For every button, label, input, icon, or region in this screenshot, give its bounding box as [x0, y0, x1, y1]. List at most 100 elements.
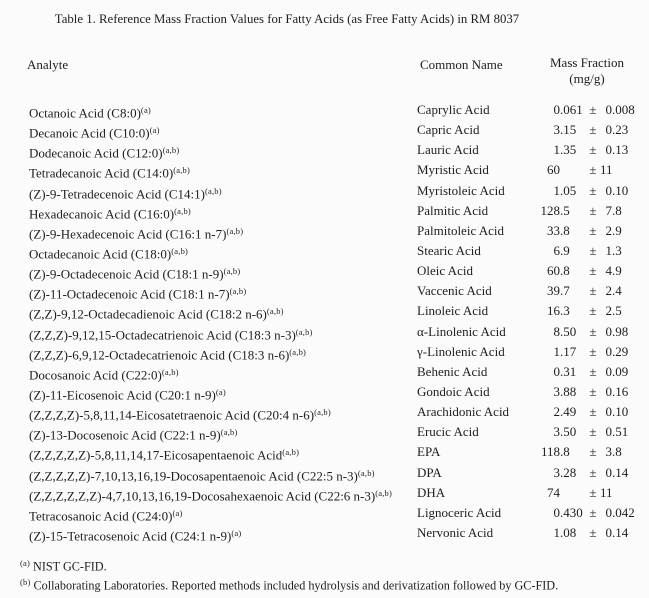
common-name-cell: Vaccenic Acid: [417, 283, 492, 299]
mass-fraction-value-int: 0: [553, 363, 561, 379]
table-row: (Z,Z,Z)-6,9,12-Octadecatrienoic Acid (C1…: [0, 342, 649, 363]
plus-minus-icon: ±: [589, 162, 597, 178]
analyte-cell: Octadecanoic Acid (C18:0)(a,b): [29, 241, 409, 262]
uncertainty-frac: .13: [612, 142, 629, 158]
table-row: (Z,Z,Z,Z,Z,Z)-4,7,10,13,16,19-Docosahexa…: [0, 483, 649, 504]
mass-fraction-header-units: (mg/g): [569, 71, 605, 86]
analyte-name: Tetradecanoic Acid (C14:0): [29, 165, 174, 181]
mass-fraction-value-int: 8: [553, 323, 561, 339]
plus-minus-icon: ±: [589, 122, 597, 138]
analyte-footnote-marker: (a,b): [357, 467, 375, 478]
uncertainty-frac: .98: [612, 323, 629, 339]
uncertainty-int: 11: [600, 162, 613, 178]
common-name-cell: Myristic Acid: [417, 162, 489, 178]
mass-fraction-cell: 0.430 ±0.042: [539, 503, 648, 523]
uncertainty-int: 0: [605, 383, 613, 399]
table-row: (Z)-11-Octadecenoic Acid (C18:1 n-7)(a,b…: [0, 281, 649, 302]
uncertainty-frac: .14: [612, 524, 629, 540]
mass-fraction-cell: 118.8 ±3.8: [539, 442, 648, 462]
uncertainty-int: 0: [605, 424, 613, 440]
analyte-cell: (Z,Z,Z,Z,Z)-5,8,11,14,17-Eicosapentaenoi…: [29, 442, 409, 463]
mass-fraction-value-frac: .15: [560, 122, 577, 138]
mass-fraction-value-int: 0: [553, 504, 561, 520]
footnote-a-marker: (a): [20, 558, 31, 568]
analyte-cell: (Z,Z,Z,Z)-5,8,11,14-Eicosatetraenoic Aci…: [29, 402, 409, 423]
common-name-cell: DPA: [417, 464, 442, 480]
analyte-cell: Docosanoic Acid (C22:0)(a,b): [29, 362, 409, 383]
uncertainty-int: 0: [605, 122, 613, 138]
mass-fraction-value-int: 1: [553, 182, 561, 198]
column-header-common-name: Common Name: [420, 57, 503, 72]
uncertainty-int: 7: [605, 202, 613, 218]
mass-fraction-value-int: 39: [547, 283, 560, 299]
plus-minus-icon: ±: [589, 464, 597, 480]
common-name-cell: EPA: [417, 444, 441, 460]
mass-fraction-value-int: 33: [547, 222, 560, 238]
mass-fraction-value-int: 16: [547, 303, 560, 319]
analyte-name: Tetracosanoic Acid (C24:0): [29, 508, 173, 524]
analyte-footnote-marker: (a): [140, 105, 151, 115]
analyte-footnote-marker: (a): [149, 125, 160, 136]
analyte-footnote-marker: (a): [231, 527, 242, 538]
mass-fraction-value-int: 3: [553, 122, 561, 138]
analyte-name: (Z,Z,Z)-6,9,12-Octadecatrienoic Acid (C1…: [29, 347, 290, 363]
uncertainty-int: 0: [605, 182, 613, 198]
table-row: Tetradecanoic Acid (C14:0)(a,b) Myristic…: [0, 160, 649, 181]
analyte-cell: Tetracosanoic Acid (C24:0)(a): [29, 503, 409, 524]
analyte-footnote-marker: (a,b): [162, 145, 180, 156]
table-row: (Z)-9-Tetradecenoic Acid (C14:1)(a,b) My…: [0, 181, 649, 202]
analyte-name: (Z,Z,Z,Z,Z)-7,10,13,16,19-Docosapentaeno…: [29, 468, 358, 484]
analyte-cell: Octanoic Acid (C8:0)(a): [29, 100, 409, 121]
mass-fraction-value-frac: .50: [560, 424, 577, 440]
mass-fraction-value-frac: .8: [560, 263, 570, 279]
analyte-name: Decanoic Acid (C10:0): [29, 125, 150, 141]
plus-minus-icon: ±: [589, 444, 597, 460]
table-row: (Z,Z,Z,Z,Z)-5,8,11,14,17-Eicosapentaenoi…: [0, 442, 649, 463]
mass-fraction-cell: 3.15 ±0.23: [539, 120, 648, 140]
analyte-footnote-marker: (a,b): [174, 205, 191, 216]
uncertainty-int: 0: [605, 343, 613, 359]
analyte-footnote-marker: (a,b): [229, 286, 247, 297]
mass-fraction-value-frac: .88: [560, 383, 577, 399]
plus-minus-icon: ±: [589, 524, 597, 540]
mass-fraction-cell: 3.28 ±0.14: [539, 463, 648, 483]
plus-minus-icon: ±: [589, 424, 597, 440]
table-row: Octanoic Acid (C8:0)(a) Caprylic Acid 0.…: [0, 100, 649, 121]
common-name-cell: γ-Linolenic Acid: [417, 343, 505, 359]
uncertainty-int: 0: [605, 323, 613, 339]
plus-minus-icon: ±: [589, 283, 597, 299]
mass-fraction-cell: 60 ±11: [539, 160, 648, 180]
mass-fraction-value-int: 74: [547, 484, 560, 500]
uncertainty-int: 0: [605, 524, 613, 540]
analyte-cell: Hexadecanoic Acid (C16:0)(a,b): [29, 201, 409, 222]
mass-fraction-value-int: 3: [553, 464, 561, 480]
mass-fraction-cell: 1.08 ±0.14: [539, 523, 648, 543]
analyte-name: Octadecanoic Acid (C18:0): [29, 246, 172, 262]
uncertainty-frac: .16: [612, 383, 629, 399]
uncertainty-int: 0: [605, 404, 613, 420]
uncertainty-frac: .8: [612, 444, 622, 460]
analyte-name: (Z,Z)-9,12-Octadecadienoic Acid (C18:2 n…: [29, 306, 267, 322]
analyte-footnote-marker: (a,b): [289, 346, 307, 357]
analyte-name: (Z)-11-Eicosenoic Acid (C20:1 n-9): [29, 387, 216, 403]
uncertainty-int: 0: [605, 363, 613, 379]
common-name-cell: Stearic Acid: [417, 242, 481, 258]
table-row: (Z)-13-Docosenoic Acid (C22:1 n-9)(a,b) …: [0, 422, 649, 443]
mass-fraction-value-int: 1: [553, 343, 561, 359]
common-name-cell: Oleic Acid: [417, 263, 473, 279]
uncertainty-frac: .4: [612, 283, 622, 299]
mass-fraction-value-frac: .8: [560, 222, 570, 238]
plus-minus-icon: ±: [589, 102, 597, 117]
plus-minus-icon: ±: [589, 343, 597, 359]
analyte-name: Docosanoic Acid (C22:0): [29, 367, 162, 383]
analyte-footnote-marker: (a,b): [223, 266, 241, 277]
uncertainty-frac: .29: [612, 343, 629, 359]
analyte-cell: (Z,Z)-9,12-Octadecadienoic Acid (C18:2 n…: [29, 301, 409, 322]
common-name-cell: Myristoleic Acid: [417, 182, 505, 198]
mass-fraction-value-frac: .08: [560, 524, 577, 540]
plus-minus-icon: ±: [589, 182, 597, 198]
uncertainty-int: 2: [605, 303, 613, 319]
analyte-name: (Z)-15-Tetracosenoic Acid (C24:1 n-9): [29, 528, 232, 544]
uncertainty-frac: .14: [612, 464, 629, 480]
